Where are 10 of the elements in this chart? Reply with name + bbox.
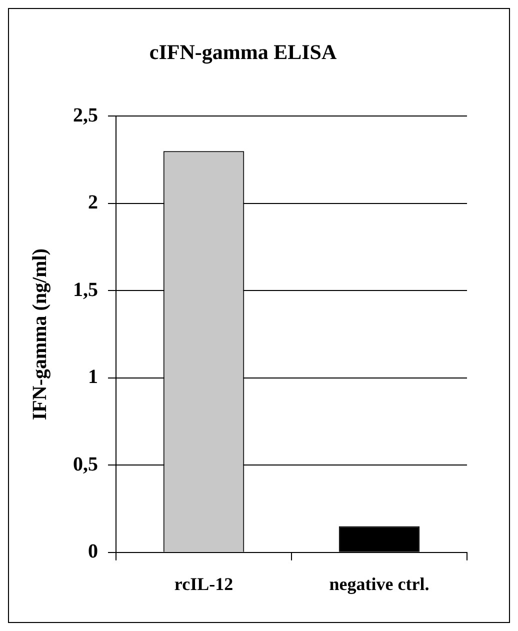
- y-tick-label: 1: [88, 366, 98, 388]
- y-axis-title: IFN-gamma (ng/ml): [29, 248, 52, 420]
- y-tick-label: 2,5: [73, 104, 98, 126]
- y-tick-label: 0,5: [73, 453, 98, 476]
- chart-title: cIFN-gamma ELISA: [149, 40, 338, 64]
- y-tick-label: 0: [88, 540, 98, 563]
- x-tick-label: rcIL-12: [174, 574, 234, 594]
- y-tick-label: 2: [88, 192, 98, 214]
- y-tick-label: 1,5: [73, 278, 98, 301]
- x-tick-label: negative ctrl.: [329, 574, 430, 594]
